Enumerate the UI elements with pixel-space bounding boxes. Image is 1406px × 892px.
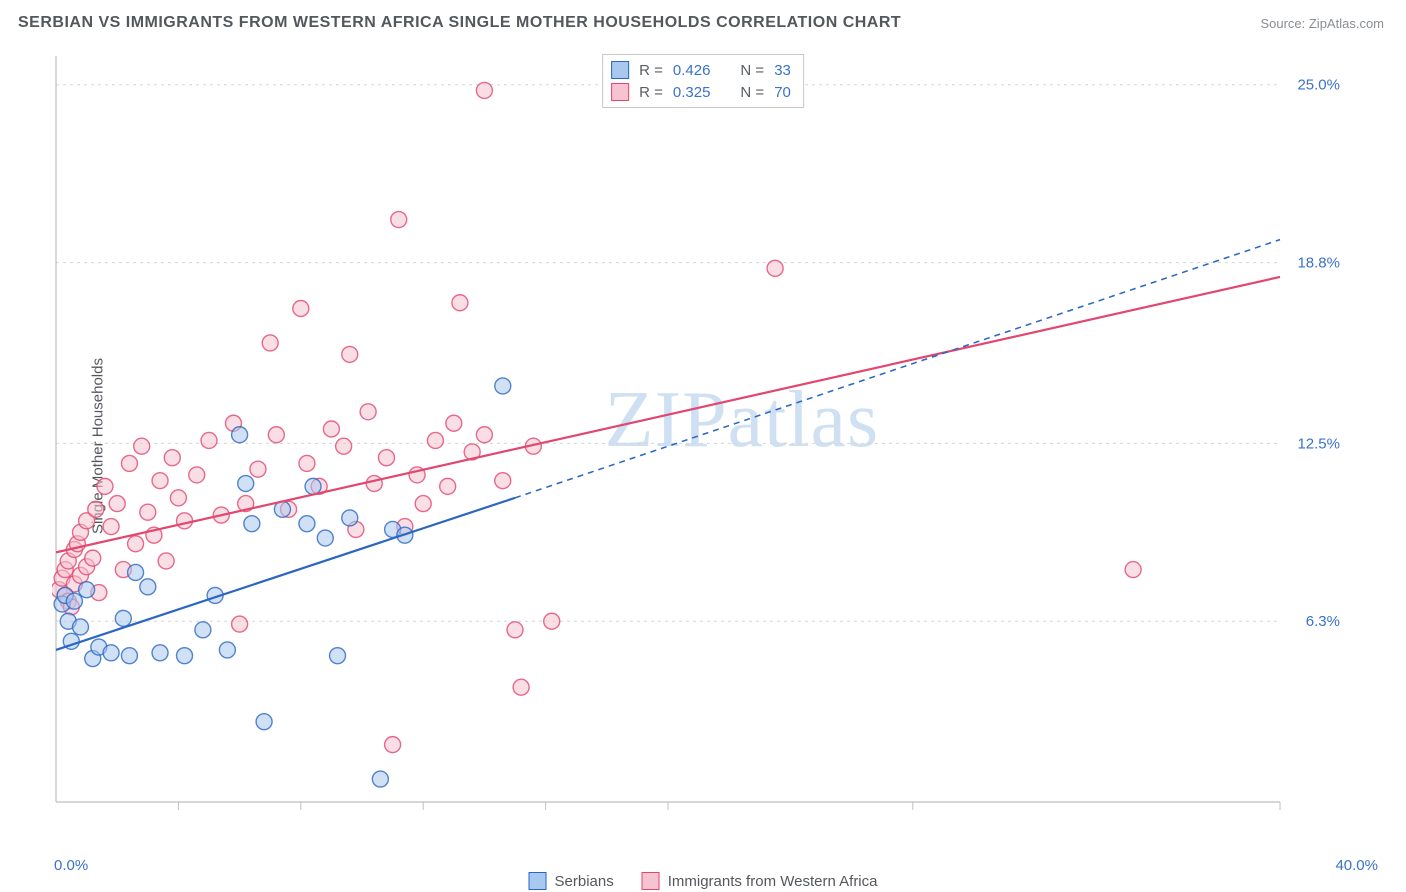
svg-text:6.3%: 6.3% [1306, 613, 1340, 630]
source-label: Source: ZipAtlas.com [1260, 16, 1384, 31]
series-b-r-value: 0.325 [673, 84, 711, 101]
series-legend: Serbians Immigrants from Western Africa [529, 872, 878, 890]
series-b-swatch [642, 872, 660, 890]
plot-area: 6.3% 12.5% 18.8% 25.0% [52, 48, 1352, 838]
series-b-n-value: 70 [774, 84, 791, 101]
series-a-swatch [529, 872, 547, 890]
n-label: N = [740, 62, 764, 79]
svg-text:18.8%: 18.8% [1297, 255, 1340, 272]
legend-item-a: Serbians [529, 872, 614, 890]
correlation-row-a: R = 0.426 N = 33 [611, 59, 791, 81]
legend-item-b: Immigrants from Western Africa [642, 872, 878, 890]
series-b-name: Immigrants from Western Africa [668, 873, 878, 890]
x-axis-max-label: 40.0% [1335, 857, 1378, 874]
r-label: R = [639, 62, 663, 79]
svg-text:25.0%: 25.0% [1297, 77, 1340, 94]
correlation-row-b: R = 0.325 N = 70 [611, 81, 791, 103]
series-a-name: Serbians [555, 873, 614, 890]
r-label: R = [639, 84, 663, 101]
svg-text:12.5%: 12.5% [1297, 435, 1340, 452]
series-a-r-value: 0.426 [673, 62, 711, 79]
series-a-swatch [611, 61, 629, 79]
n-label: N = [740, 84, 764, 101]
series-b-swatch [611, 83, 629, 101]
chart-title: SERBIAN VS IMMIGRANTS FROM WESTERN AFRIC… [18, 14, 901, 32]
x-axis-min-label: 0.0% [54, 857, 88, 874]
chart-svg: 6.3% 12.5% 18.8% 25.0% [52, 48, 1352, 838]
correlation-legend: R = 0.426 N = 33 R = 0.325 N = 70 [602, 54, 804, 108]
series-a-n-value: 33 [774, 62, 791, 79]
chart-container: SERBIAN VS IMMIGRANTS FROM WESTERN AFRIC… [0, 0, 1406, 892]
